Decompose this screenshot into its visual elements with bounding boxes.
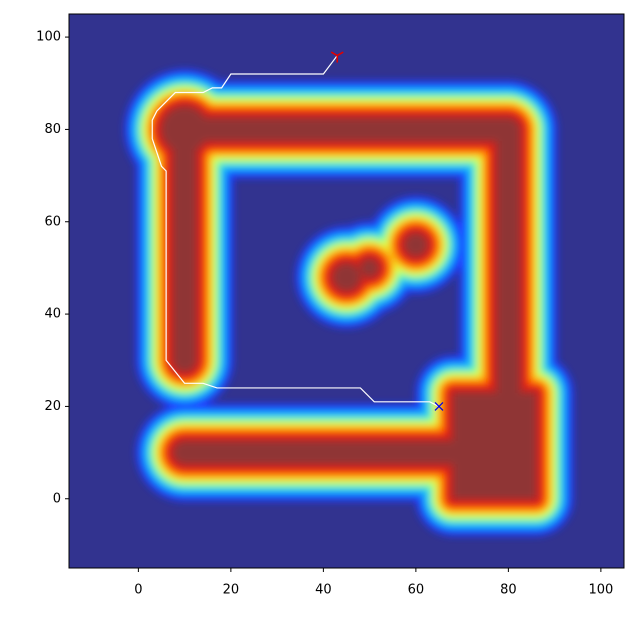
start-marker bbox=[330, 51, 344, 63]
x-tick-label: 80 bbox=[500, 583, 517, 598]
start-marker-arm bbox=[336, 51, 344, 57]
obstacle-circle bbox=[360, 258, 379, 278]
obstacle-rect bbox=[452, 392, 537, 499]
obstacle-circle bbox=[161, 106, 208, 153]
y-tick-label: 80 bbox=[44, 122, 61, 137]
obstacle-circle bbox=[332, 263, 361, 292]
axes-frame bbox=[68, 13, 625, 569]
start-marker-arm bbox=[330, 51, 338, 57]
x-tick-label: 40 bbox=[315, 583, 332, 598]
goal-marker bbox=[434, 401, 444, 411]
x-tick-label: 0 bbox=[134, 583, 142, 598]
y-tick-label: 0 bbox=[53, 491, 61, 506]
obstacle-circle bbox=[404, 233, 428, 257]
y-tick-label: 100 bbox=[36, 30, 61, 45]
y-tick-label: 20 bbox=[44, 399, 61, 414]
plot-area bbox=[69, 14, 624, 568]
path-line bbox=[151, 55, 440, 407]
x-tick-label: 20 bbox=[223, 583, 240, 598]
heatmap bbox=[124, 69, 574, 536]
x-tick-label: 100 bbox=[588, 583, 613, 598]
y-tick-label: 60 bbox=[44, 214, 61, 229]
x-tick-label: 60 bbox=[408, 583, 425, 598]
y-tick-label: 40 bbox=[44, 307, 61, 322]
goal-marker-arm bbox=[434, 401, 444, 411]
